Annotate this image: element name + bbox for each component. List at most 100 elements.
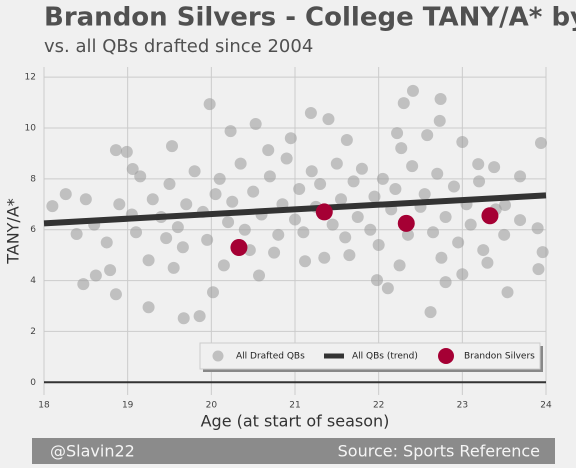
point	[401, 228, 414, 241]
point	[372, 238, 385, 251]
point	[305, 165, 318, 178]
point	[397, 97, 410, 110]
point	[213, 172, 226, 185]
point	[406, 160, 419, 173]
point	[498, 228, 511, 241]
y-tick-label: 2	[30, 327, 36, 337]
y-tick-label: 8	[30, 174, 36, 184]
point	[249, 117, 262, 130]
point	[263, 170, 276, 183]
point	[376, 172, 389, 185]
point	[343, 249, 356, 262]
point	[46, 200, 59, 213]
point	[364, 223, 377, 236]
point	[340, 133, 353, 146]
x-tick-label: 22	[373, 401, 384, 411]
point	[531, 222, 544, 235]
point	[304, 107, 317, 120]
point	[100, 236, 113, 249]
point	[330, 157, 343, 170]
point	[238, 223, 251, 236]
point	[89, 269, 102, 282]
point	[481, 256, 494, 269]
point	[176, 241, 189, 254]
point	[335, 193, 348, 206]
point	[234, 157, 247, 170]
point	[499, 199, 512, 212]
point	[134, 170, 147, 183]
point	[130, 226, 143, 239]
point	[70, 228, 83, 241]
point	[262, 144, 275, 157]
chart-subtitle: vs. all QBs drafted since 2004	[44, 36, 313, 57]
point	[433, 114, 446, 127]
point	[177, 312, 190, 325]
x-axis-label: Age (at start of season)	[201, 412, 390, 431]
point	[203, 98, 216, 111]
point	[113, 198, 126, 211]
point	[514, 170, 527, 183]
x-tick-label: 20	[206, 401, 218, 411]
point	[406, 84, 419, 97]
point	[464, 218, 477, 231]
footer-source: Source: Sports Reference	[338, 442, 540, 461]
highlight-point	[481, 207, 499, 225]
x-tick-label: 18	[38, 401, 50, 411]
highlight-point	[397, 214, 415, 232]
point	[293, 183, 306, 196]
point	[142, 301, 155, 314]
point	[318, 251, 331, 264]
point	[217, 259, 230, 272]
legend-swatch	[438, 348, 454, 364]
point	[534, 137, 547, 150]
point	[180, 198, 193, 211]
point	[163, 177, 176, 190]
footer-credit: @Slavin22	[50, 442, 135, 461]
y-tick-label: 0	[30, 378, 36, 388]
point	[207, 286, 220, 299]
y-tick-label: 10	[25, 124, 37, 134]
legend-label: All Drafted QBs	[236, 352, 305, 362]
point	[418, 188, 431, 201]
point	[299, 255, 312, 268]
point	[452, 236, 465, 249]
point	[209, 188, 222, 201]
x-tick-label: 19	[122, 401, 134, 411]
point	[391, 127, 404, 140]
trend-line	[43, 192, 547, 227]
point	[222, 216, 235, 229]
highlight-point	[230, 239, 248, 257]
point	[226, 195, 239, 208]
legend	[199, 342, 541, 370]
point	[439, 276, 452, 289]
point	[126, 162, 139, 175]
point	[434, 93, 447, 106]
point	[435, 251, 448, 264]
point	[272, 228, 285, 241]
point	[370, 274, 383, 287]
point	[104, 264, 117, 277]
point	[431, 167, 444, 180]
point	[393, 259, 406, 272]
point	[201, 233, 214, 246]
point	[171, 221, 184, 234]
point	[368, 190, 381, 203]
x-tick-label: 24	[540, 401, 552, 411]
point	[289, 213, 301, 226]
point	[77, 278, 90, 291]
point	[347, 175, 360, 188]
point	[193, 310, 206, 323]
point	[381, 282, 394, 295]
point	[284, 132, 297, 145]
point	[477, 244, 490, 257]
legend-label: Brandon Silvers	[464, 352, 535, 362]
point	[532, 263, 545, 276]
point	[253, 269, 266, 282]
point	[280, 152, 293, 165]
point	[536, 246, 549, 259]
point	[427, 226, 440, 239]
point	[421, 129, 434, 142]
point	[160, 232, 173, 245]
